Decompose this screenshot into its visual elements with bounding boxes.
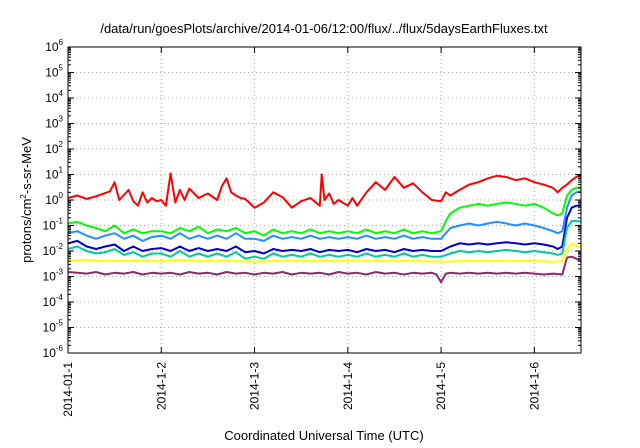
- series-line-2: [67, 186, 581, 237]
- y-axis-title: protons/cm2-s-sr-MeV: [19, 137, 34, 263]
- x-tick-label: 2014-1-4: [341, 362, 355, 410]
- y-tick-base: 10: [45, 117, 59, 131]
- x-tick-label: 2014-1-5: [434, 362, 448, 410]
- y-tick-exponent: 1: [59, 166, 64, 175]
- series-line-3: [67, 190, 582, 242]
- y-tick-exponent: -1: [56, 217, 64, 226]
- y-tick-label: 10-2: [43, 242, 64, 258]
- x-tick-label: 2014-1-2: [154, 362, 168, 410]
- y-tick-label: 10-5: [43, 319, 64, 335]
- series-line-7: [67, 255, 582, 284]
- x-tick-labels: 2014-01-1 2014-1-2 2014-1-3 2014-1-4 2014-1-…: [61, 362, 541, 417]
- y-tick-exponent: 2: [59, 140, 64, 149]
- x-tick-label: 2014-1-6: [527, 362, 541, 410]
- y-tick-exponent: -5: [56, 319, 64, 328]
- series-line-5: [67, 220, 582, 260]
- y-tick-exponent: -4: [56, 293, 64, 302]
- x-tick-label: 2014-01-1: [61, 362, 75, 417]
- y-tick-label: 10-4: [43, 293, 64, 309]
- y-tick-base: 10: [43, 295, 57, 309]
- y-tick-base: 10: [43, 321, 57, 335]
- y-tick-base: 10: [43, 270, 57, 284]
- series-line-4: [67, 204, 581, 255]
- axis-ticks: [67, 46, 581, 354]
- y-tick-label: 10-1: [43, 217, 64, 233]
- y-axis-title-sup: 2: [19, 194, 28, 199]
- y-axis-title-post: -s-sr-MeV: [19, 137, 34, 194]
- y-tick-exponent: 6: [59, 38, 64, 47]
- y-tick-label: 10-3: [43, 268, 64, 284]
- series-line-6: [67, 242, 582, 263]
- y-tick-exponent: 3: [59, 115, 64, 124]
- y-axis-title-pre: protons/cm: [19, 199, 34, 263]
- y-tick-label: 105: [45, 64, 63, 80]
- y-tick-label: 101: [45, 166, 63, 182]
- y-tick-exponent: 5: [59, 64, 64, 73]
- y-tick-label: 106: [45, 38, 63, 54]
- y-tick-label: 100: [45, 191, 63, 207]
- y-tick-labels: 10-610-510-410-310-210-11001011021031041…: [43, 38, 64, 360]
- y-tick-base: 10: [45, 91, 59, 105]
- y-tick-base: 10: [45, 168, 59, 182]
- y-tick-base: 10: [45, 142, 59, 156]
- y-tick-base: 10: [45, 66, 59, 80]
- y-tick-exponent: 4: [59, 89, 64, 98]
- y-tick-base: 10: [43, 219, 57, 233]
- y-tick-base: 10: [45, 40, 59, 54]
- y-tick-base: 10: [43, 346, 57, 360]
- series-line-1: [67, 172, 582, 209]
- x-axis-title: Coordinated Universal Time (UTC): [224, 428, 423, 443]
- y-tick-label: 102: [45, 140, 63, 156]
- y-tick-base: 10: [43, 244, 57, 258]
- chart-title: /data/run/goesPlots/archive/2014-01-06/1…: [100, 21, 548, 36]
- y-tick-exponent: 0: [59, 191, 64, 200]
- series-group: [67, 172, 582, 284]
- y-tick-base: 10: [45, 193, 59, 207]
- y-tick-exponent: -3: [56, 268, 64, 277]
- y-tick-exponent: -2: [56, 242, 64, 251]
- y-tick-label: 104: [45, 89, 63, 105]
- y-tick-exponent: -6: [56, 344, 64, 353]
- y-tick-label: 103: [45, 115, 63, 131]
- y-tick-label: 10-6: [43, 344, 64, 360]
- x-tick-label: 2014-1-3: [248, 362, 262, 410]
